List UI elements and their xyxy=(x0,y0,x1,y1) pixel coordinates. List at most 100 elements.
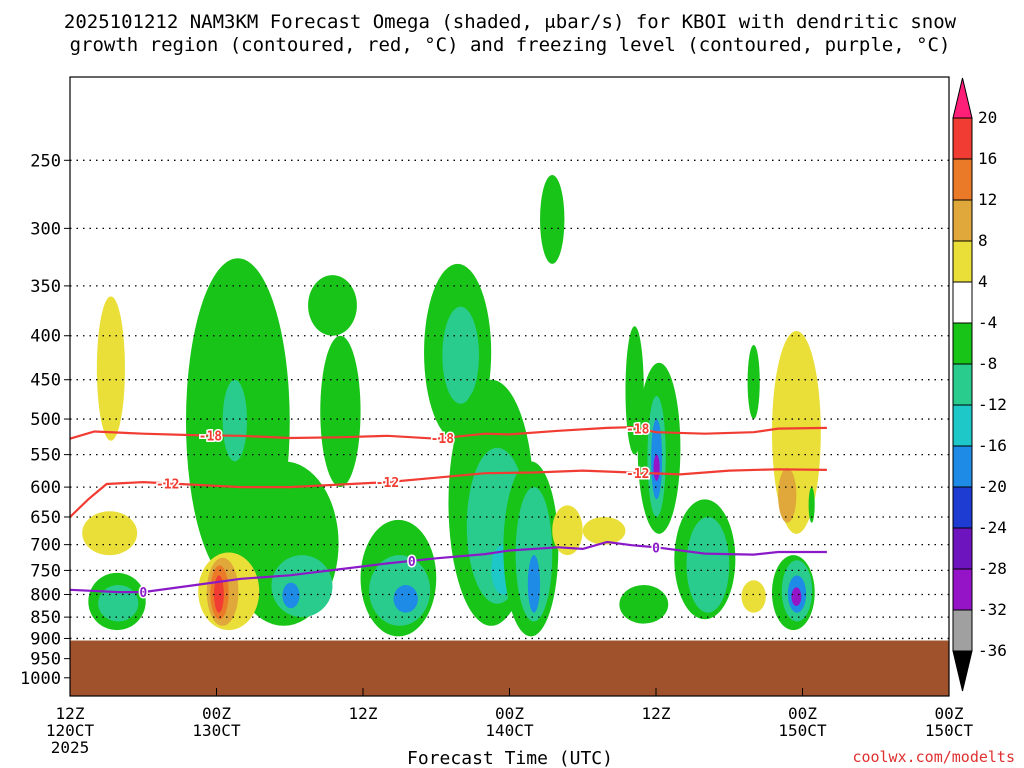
omega-region xyxy=(393,585,418,613)
colorbar-segment xyxy=(952,568,973,611)
x-tick-label: 150CT xyxy=(925,721,974,740)
x-tick-label: 120CT xyxy=(46,721,95,740)
contour-label: 0 xyxy=(139,586,147,601)
y-tick-label: 550 xyxy=(30,446,61,466)
contour-line xyxy=(70,468,827,518)
contour-line xyxy=(70,540,827,594)
colorbar-segment xyxy=(952,609,973,652)
contour-line xyxy=(70,426,827,440)
omega-region xyxy=(96,296,125,441)
omega-region xyxy=(686,516,730,613)
colorbar-label: -8 xyxy=(978,354,997,373)
omega-region xyxy=(82,511,138,556)
omega-region xyxy=(515,487,553,622)
omega-region xyxy=(222,379,248,462)
y-tick-label: 450 xyxy=(30,371,61,391)
y-tick-label: 950 xyxy=(30,650,61,670)
colorbar-segment xyxy=(952,322,973,365)
omega-region xyxy=(527,555,541,613)
x-tick-label: 12Z xyxy=(56,704,85,723)
x-tick-label: 00Z xyxy=(935,704,964,723)
x-tick-label: 00Z xyxy=(788,704,817,723)
x-tick-label: 12Z xyxy=(349,704,378,723)
colorbar-label: 8 xyxy=(978,231,988,250)
y-tick-label: 650 xyxy=(30,508,61,528)
x-axis-label: Forecast Time (UTC) xyxy=(407,748,613,768)
colorbar-segment xyxy=(952,199,973,242)
contour-label: -12 xyxy=(626,467,649,482)
contour-label: -18 xyxy=(431,432,455,447)
colorbar-segment xyxy=(952,445,973,488)
y-tick-label: 600 xyxy=(30,478,61,498)
chart-title-line2: growth region (contoured, red, °C) and f… xyxy=(70,34,951,56)
colorbar-label: -24 xyxy=(978,518,1007,537)
colorbar-label: -4 xyxy=(978,313,997,332)
x-tick-label: 140CT xyxy=(485,721,534,740)
x-tick-label: 130CT xyxy=(192,721,241,740)
y-axis: 2503003504004505005506006507007508008509… xyxy=(20,151,70,689)
colorbar-label: -16 xyxy=(978,436,1007,455)
contour-label: -12 xyxy=(156,477,179,492)
colorbar-segment xyxy=(952,158,973,201)
colorbar-label: -12 xyxy=(978,395,1007,414)
contour-label: -18 xyxy=(199,429,223,444)
y-tick-label: 350 xyxy=(30,277,61,297)
colorbar-label: 20 xyxy=(978,108,997,127)
x-tick-label: 00Z xyxy=(202,704,231,723)
y-tick-label: 300 xyxy=(30,219,61,239)
y-tick-label: 250 xyxy=(30,151,61,171)
colorbar-segment xyxy=(952,363,973,406)
colorbar-segment xyxy=(952,281,973,324)
colorbar-segment xyxy=(952,240,973,283)
omega-region xyxy=(552,505,583,556)
colorbar-label: -28 xyxy=(978,559,1007,578)
contour-label: -12 xyxy=(376,476,399,491)
colorbar-label: -32 xyxy=(978,600,1007,619)
omega-region xyxy=(653,454,660,481)
x-tick-label: 2025 xyxy=(51,738,90,757)
colorbar-top-triangle xyxy=(952,77,973,119)
y-tick-label: 800 xyxy=(30,585,61,605)
chart-title-line1: 2025101212 NAM3KM Forecast Omega (shaded… xyxy=(64,11,957,33)
x-tick-label: 12Z xyxy=(642,704,671,723)
colorbar-segment xyxy=(952,117,973,160)
y-tick-label: 700 xyxy=(30,536,61,556)
contour-label: -18 xyxy=(626,422,650,437)
x-tick-label: 150CT xyxy=(778,721,827,740)
omega-region xyxy=(808,487,815,523)
omega-shading xyxy=(82,174,821,637)
omega-region xyxy=(442,306,479,404)
y-tick-label: 750 xyxy=(30,561,61,581)
y-tick-label: 900 xyxy=(30,629,61,649)
plot-area: -18 -18 -18 -12 -12 -12 0 0 0 xyxy=(70,77,949,696)
omega-region xyxy=(778,467,797,523)
omega-region xyxy=(308,275,357,336)
omega-region xyxy=(619,585,669,624)
colorbar-label: 12 xyxy=(978,190,997,209)
colorbar-legend: 20 16 12 8 4 -4 -8 -12 -16 -20 -24 -28 -32 -36 xyxy=(952,77,1007,692)
omega-region xyxy=(271,555,333,618)
colorbar-label: 16 xyxy=(978,149,997,168)
colorbar-bottom-triangle xyxy=(952,650,973,692)
omega-region xyxy=(320,335,361,488)
terrain-fill xyxy=(70,640,949,696)
omega-region xyxy=(791,587,802,606)
colorbar-segment xyxy=(952,486,973,529)
omega-region xyxy=(98,585,139,622)
omega-region xyxy=(540,174,565,264)
omega-region xyxy=(582,516,626,545)
contour-label: 0 xyxy=(652,541,660,556)
y-tick-label: 1000 xyxy=(20,669,61,689)
colorbar-label: 4 xyxy=(978,272,988,291)
site-credit: coolwx.com/modelts xyxy=(852,748,1015,766)
omega-region xyxy=(747,344,760,420)
contour-label: 0 xyxy=(408,555,416,570)
temperature-contours: -18 -18 -18 -12 -12 -12 0 0 0 xyxy=(70,421,827,603)
omega-region xyxy=(282,582,300,609)
omega-region xyxy=(741,580,766,613)
y-tick-label: 500 xyxy=(30,410,61,430)
colorbar-segment xyxy=(952,527,973,570)
omega-region xyxy=(214,575,224,613)
